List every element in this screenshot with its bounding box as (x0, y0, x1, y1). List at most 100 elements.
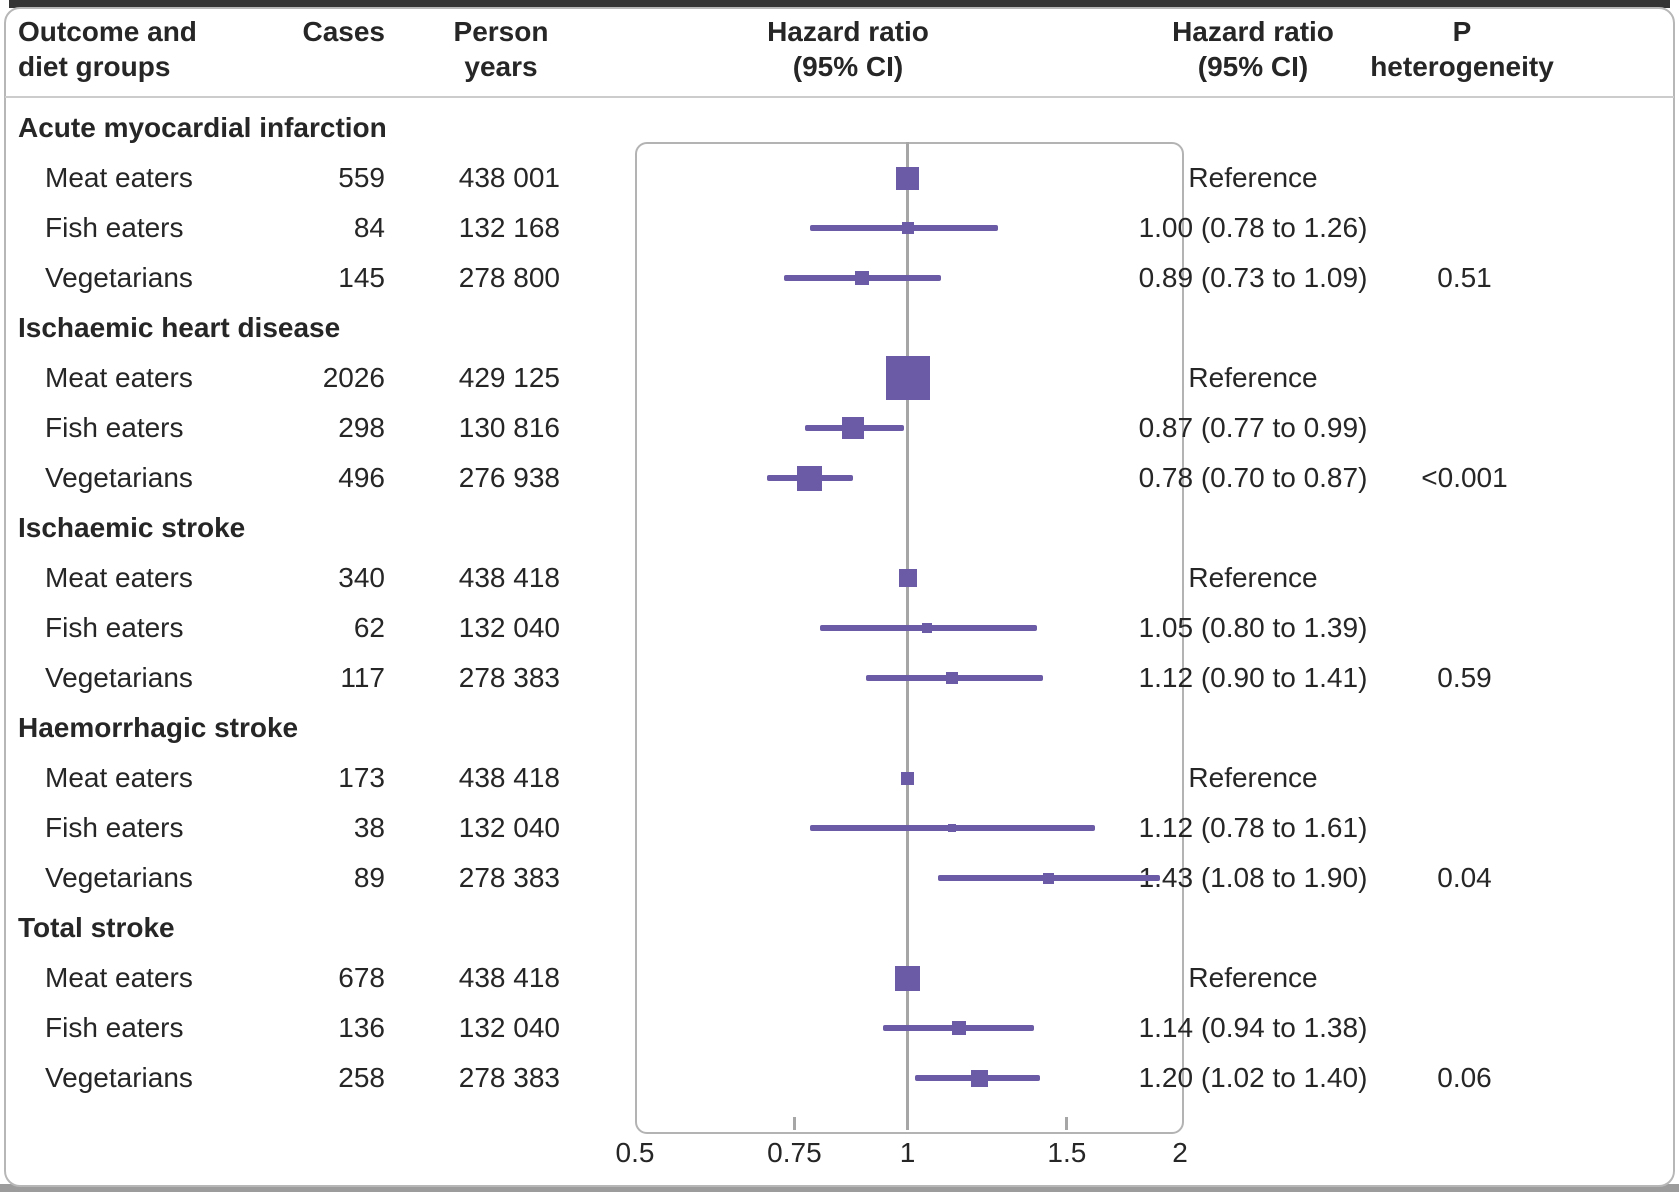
diet-group-label: Fish eaters (45, 412, 184, 443)
hazard-ratio-text: Reference (1188, 962, 1318, 993)
cases-value: 258 (338, 1062, 385, 1093)
column-header-hr-plot-line1: Hazard ratio (767, 16, 929, 47)
person-years-value: 132 168 (458, 212, 560, 243)
cases-value: 2026 (322, 362, 385, 393)
hr-marker (895, 965, 920, 991)
hazard-ratio-text: 1.00 (0.78 to 1.26) (1138, 212, 1368, 243)
hr-marker (896, 166, 919, 190)
hr-marker (841, 417, 864, 439)
column-header-outcome-line2: diet groups (18, 51, 171, 82)
diet-group-label: Meat eaters (45, 562, 193, 593)
diet-group-label: Meat eaters (45, 762, 193, 793)
cases-value: 298 (338, 412, 385, 443)
p-heterogeneity-value: 0.04 (1437, 862, 1492, 893)
diet-group-label: Fish eaters (45, 1012, 184, 1043)
hazard-ratio-text: 1.20 (1.02 to 1.40) (1138, 1062, 1368, 1093)
diet-group-label: Vegetarians (45, 1062, 193, 1093)
column-header-p-line1: P (1452, 16, 1472, 47)
hazard-ratio-text: 1.12 (0.78 to 1.61) (1138, 812, 1368, 843)
hr-marker (921, 623, 932, 633)
column-header-outcome: Outcome and diet groups (18, 14, 348, 84)
cases-value: 136 (338, 1012, 385, 1043)
column-header-cases: Cases (302, 16, 385, 47)
header-divider (5, 96, 1674, 98)
cases-value: 145 (338, 262, 385, 293)
diet-group-label: Vegetarians (45, 262, 193, 293)
hr-marker (854, 271, 869, 285)
column-header-hr-text-line2: (95% CI) (1197, 51, 1309, 82)
cases-value: 496 (338, 462, 385, 493)
figure-card (4, 7, 1675, 1187)
person-years-value: 132 040 (458, 612, 560, 643)
diet-group-label: Fish eaters (45, 612, 184, 643)
axis-tick-label: 2 (1172, 1137, 1188, 1168)
person-years-value: 438 418 (458, 762, 560, 793)
person-years-value: 278 383 (458, 662, 560, 693)
person-years-value: 438 001 (458, 162, 560, 193)
diet-group-label: Meat eaters (45, 162, 193, 193)
person-years-value: 276 938 (458, 462, 560, 493)
column-header-person-line2: years (464, 51, 538, 82)
hr-marker (1042, 872, 1054, 884)
column-header-p-line2: heterogeneity (1370, 51, 1554, 82)
person-years-value: 429 125 (458, 362, 560, 393)
diet-group-label: Fish eaters (45, 212, 184, 243)
diet-group-label: Vegetarians (45, 862, 193, 893)
column-header-p-heterogeneity: P heterogeneity (1357, 14, 1567, 84)
cases-value: 340 (338, 562, 385, 593)
diet-group-label: Vegetarians (45, 462, 193, 493)
hazard-ratio-text: 1.14 (0.94 to 1.38) (1138, 1012, 1368, 1043)
person-years-value: 132 040 (458, 812, 560, 843)
hazard-ratio-text: 0.78 (0.70 to 0.87) (1138, 462, 1368, 493)
hazard-ratio-text: Reference (1188, 762, 1318, 793)
person-years-value: 278 383 (458, 862, 560, 893)
hr-marker (948, 824, 957, 832)
axis-tick-label: 0.5 (615, 1137, 655, 1168)
cases-value: 84 (353, 212, 385, 243)
hr-marker (797, 465, 823, 491)
hr-marker (898, 569, 917, 587)
person-years-value: 438 418 (458, 962, 560, 993)
hazard-ratio-text: 1.43 (1.08 to 1.90) (1138, 862, 1368, 893)
cases-value: 38 (353, 812, 385, 843)
hazard-ratio-text: 0.89 (0.73 to 1.09) (1138, 262, 1368, 293)
p-heterogeneity-value: 0.59 (1437, 662, 1492, 693)
hr-marker (885, 356, 930, 400)
axis-minor-tick (792, 1117, 796, 1130)
column-header-person-years: Person years (421, 14, 581, 84)
hazard-ratio-text: Reference (1188, 362, 1318, 393)
axis-tick-label: 1 (899, 1137, 916, 1168)
cases-value: 62 (353, 612, 385, 643)
bottom-rule-bar (0, 1184, 1679, 1192)
column-header-outcome-line1: Outcome and (18, 16, 197, 47)
top-rule-bar (9, 0, 1670, 8)
cases-value: 559 (338, 162, 385, 193)
hazard-ratio-text: Reference (1188, 162, 1318, 193)
section-title: Total stroke (18, 912, 175, 943)
section-title: Acute myocardial infarction (18, 112, 387, 143)
p-heterogeneity-value: 0.51 (1437, 262, 1492, 293)
section-title: Ischaemic heart disease (18, 312, 341, 343)
axis-minor-tick (1065, 1117, 1069, 1130)
hazard-ratio-text: Reference (1188, 562, 1318, 593)
axis-tick-label: 0.75 (767, 1137, 822, 1168)
hr-marker (946, 672, 959, 684)
diet-group-label: Meat eaters (45, 362, 193, 393)
plot-area (635, 142, 1184, 1134)
column-header-person-line1: Person (453, 16, 549, 47)
reference-line (906, 142, 909, 1130)
person-years-value: 132 040 (458, 1012, 560, 1043)
person-years-value: 278 383 (458, 1062, 560, 1093)
section-title: Ischaemic stroke (18, 512, 246, 543)
diet-group-label: Fish eaters (45, 812, 184, 843)
cases-value: 117 (340, 662, 385, 693)
section-title: Haemorrhagic stroke (18, 712, 299, 743)
person-years-value: 438 418 (458, 562, 560, 593)
hazard-ratio-text: 0.87 (0.77 to 0.99) (1138, 412, 1368, 443)
hr-marker (901, 771, 914, 785)
hazard-ratio-text: 1.05 (0.80 to 1.39) (1138, 612, 1368, 643)
hr-marker (970, 1069, 988, 1087)
p-heterogeneity-value: 0.06 (1437, 1062, 1492, 1093)
hr-marker (952, 1021, 966, 1035)
